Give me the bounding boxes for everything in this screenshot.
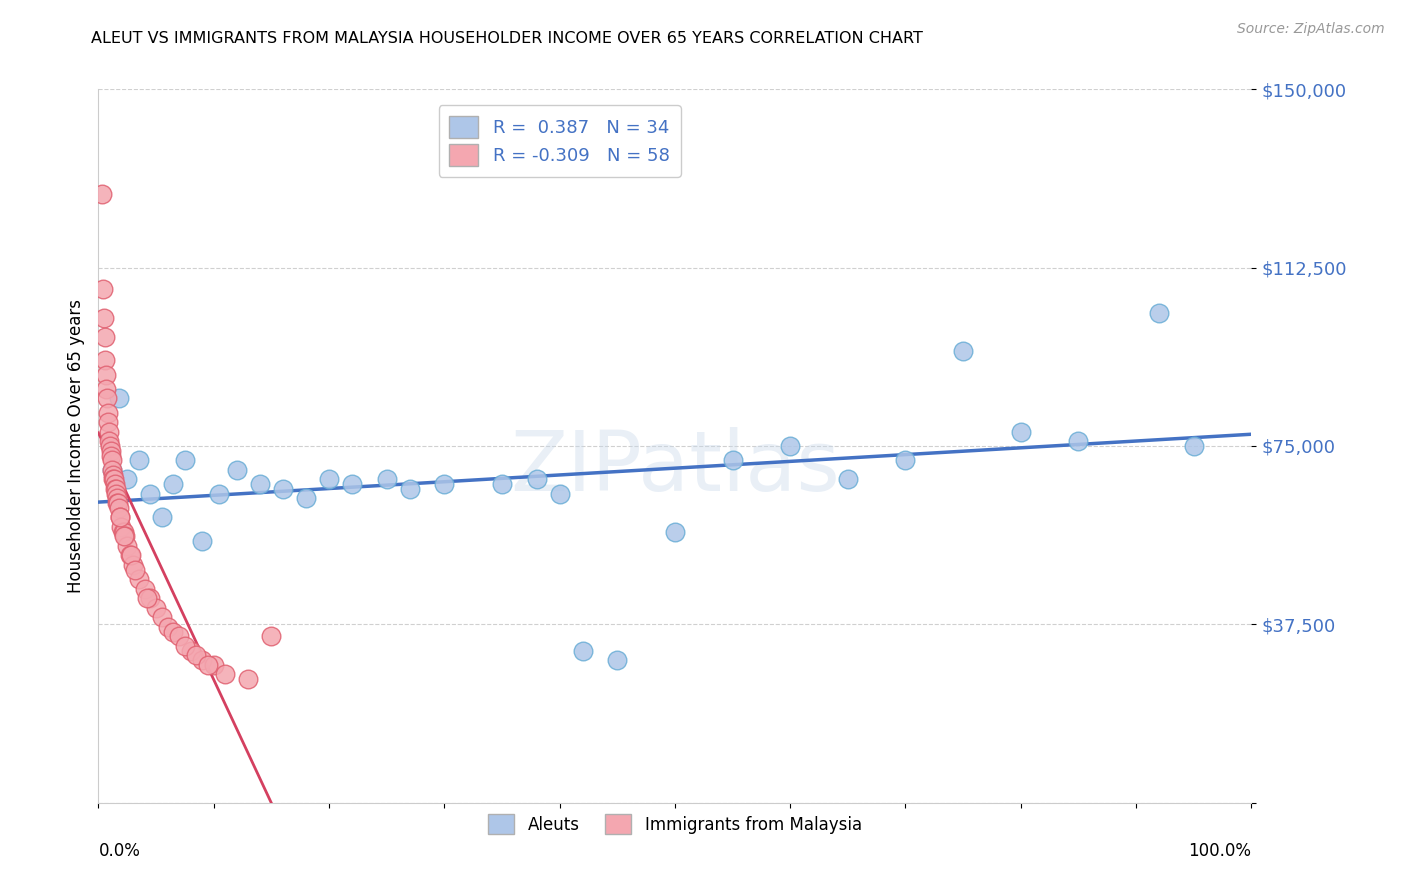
Point xyxy=(162,477,184,491)
Point xyxy=(375,472,398,486)
Point xyxy=(779,439,801,453)
Text: 100.0%: 100.0% xyxy=(1188,842,1251,860)
Point xyxy=(433,477,456,491)
Point xyxy=(606,653,628,667)
Point xyxy=(238,672,260,686)
Point xyxy=(114,529,136,543)
Point xyxy=(101,463,124,477)
Text: 0.0%: 0.0% xyxy=(98,842,141,860)
Point xyxy=(1182,439,1205,453)
Point xyxy=(100,453,122,467)
Point xyxy=(107,496,129,510)
Point xyxy=(96,382,118,396)
Point xyxy=(167,629,190,643)
Point xyxy=(271,482,294,496)
Point xyxy=(98,439,121,453)
Point xyxy=(90,186,112,201)
Point xyxy=(94,368,117,382)
Point xyxy=(139,591,162,606)
Point xyxy=(664,524,686,539)
Point xyxy=(491,477,513,491)
Point xyxy=(174,453,197,467)
Point xyxy=(112,524,135,539)
Point xyxy=(101,467,124,482)
Point xyxy=(249,477,271,491)
Point xyxy=(260,629,283,643)
Point xyxy=(1067,434,1090,449)
Point xyxy=(105,491,128,506)
Point xyxy=(150,610,173,624)
Point xyxy=(97,425,120,439)
Point xyxy=(186,648,208,663)
Point xyxy=(97,406,120,420)
Point xyxy=(117,472,139,486)
Point xyxy=(108,392,131,406)
Point xyxy=(110,510,132,524)
Point xyxy=(101,463,124,477)
Point xyxy=(295,491,318,506)
Point xyxy=(197,657,219,672)
Point xyxy=(214,667,236,681)
Point xyxy=(100,443,122,458)
Point xyxy=(952,343,974,358)
Point xyxy=(94,353,117,368)
Point xyxy=(128,572,150,586)
Point xyxy=(174,639,197,653)
Point xyxy=(150,510,173,524)
Point xyxy=(180,643,202,657)
Point xyxy=(94,329,117,343)
Point xyxy=(1147,306,1170,320)
Text: ALEUT VS IMMIGRANTS FROM MALAYSIA HOUSEHOLDER INCOME OVER 65 YEARS CORRELATION C: ALEUT VS IMMIGRANTS FROM MALAYSIA HOUSEH… xyxy=(91,31,924,46)
Text: ZIPatlas: ZIPatlas xyxy=(510,427,839,508)
Point xyxy=(93,310,115,325)
Point xyxy=(340,477,363,491)
Point xyxy=(104,482,127,496)
Point xyxy=(103,472,125,486)
Point xyxy=(571,643,593,657)
Legend: Aleuts, Immigrants from Malaysia: Aleuts, Immigrants from Malaysia xyxy=(481,807,869,841)
Point xyxy=(104,482,127,496)
Point xyxy=(1010,425,1032,439)
Text: Source: ZipAtlas.com: Source: ZipAtlas.com xyxy=(1237,22,1385,37)
Point xyxy=(318,472,340,486)
Point xyxy=(103,477,125,491)
Point xyxy=(398,482,420,496)
Point xyxy=(111,524,134,539)
Point xyxy=(91,282,114,296)
Point xyxy=(108,500,131,515)
Point xyxy=(135,591,157,606)
Point xyxy=(721,453,744,467)
Y-axis label: Householder Income Over 65 years: Householder Income Over 65 years xyxy=(66,299,84,593)
Point xyxy=(526,472,548,486)
Point xyxy=(191,653,214,667)
Point xyxy=(117,539,139,553)
Point xyxy=(120,549,142,563)
Point xyxy=(96,392,118,406)
Point xyxy=(110,520,132,534)
Point xyxy=(118,549,141,563)
Point xyxy=(156,620,179,634)
Point xyxy=(97,415,120,429)
Point xyxy=(162,624,184,639)
Point xyxy=(98,434,121,449)
Point xyxy=(225,463,247,477)
Point xyxy=(145,600,167,615)
Point xyxy=(100,449,122,463)
Point xyxy=(122,558,145,572)
Point xyxy=(124,563,146,577)
Point xyxy=(134,582,156,596)
Point xyxy=(139,486,162,500)
Point xyxy=(110,510,132,524)
Point xyxy=(202,657,225,672)
Point xyxy=(208,486,231,500)
Point xyxy=(105,486,128,500)
Point xyxy=(837,472,859,486)
Point xyxy=(894,453,917,467)
Point xyxy=(128,453,150,467)
Point xyxy=(107,496,129,510)
Point xyxy=(548,486,571,500)
Point xyxy=(103,472,125,486)
Point xyxy=(112,529,135,543)
Point xyxy=(191,534,214,549)
